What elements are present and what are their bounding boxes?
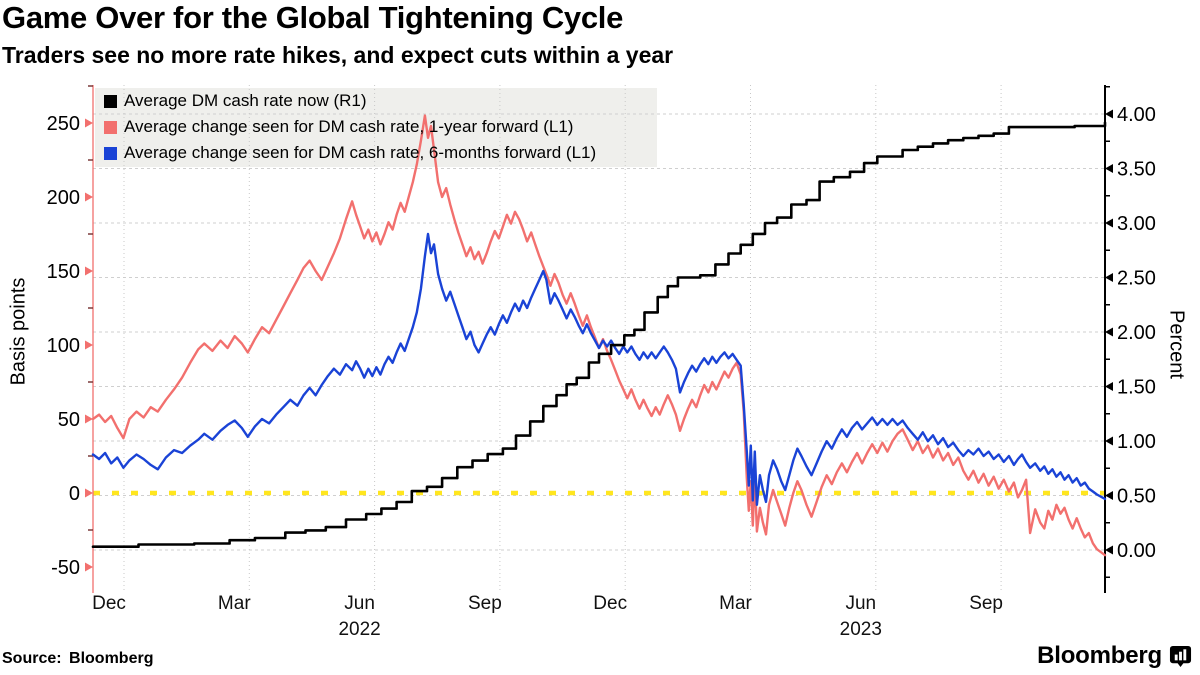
right-axis-title: Percent <box>1165 310 1188 379</box>
x-axis-tick-label: Mar <box>719 593 752 614</box>
right-axis-tick-label: 2.00 <box>1117 322 1156 344</box>
right-axis-arrow-tick <box>1105 218 1113 228</box>
left-axis-arrow-tick <box>85 340 93 350</box>
right-axis-arrow-tick <box>1105 273 1113 282</box>
series-line-1 <box>91 114 1107 557</box>
right-axis-arrow-tick <box>1105 491 1113 500</box>
x-axis-tick-label: Sep <box>969 593 1003 614</box>
x-axis-tick-label: Dec <box>92 593 126 614</box>
left-axis-tick-label: 50 <box>58 409 80 431</box>
left-axis-tick-label: 0 <box>69 483 80 505</box>
x-axis-year-label: 2023 <box>840 619 882 640</box>
left-axis-arrow-tick <box>85 192 93 202</box>
legend-swatch-black <box>104 94 117 108</box>
right-axis-arrow-tick <box>1105 436 1113 446</box>
legend-label: Average DM cash rate now (R1) <box>124 91 367 110</box>
left-axis-tick-label: 250 <box>47 113 80 135</box>
x-axis-tick-label: Dec <box>593 593 627 614</box>
chart-legend: Average DM cash rate now (R1) Average ch… <box>95 88 657 167</box>
x-axis-tick-label: Jun <box>344 593 375 614</box>
left-axis-tick-label: -50 <box>51 557 80 579</box>
legend-swatch-red <box>104 120 117 134</box>
legend-label: Average change seen for DM cash rate, 6-… <box>124 143 597 162</box>
source-note: Source: Bloomberg <box>2 650 154 667</box>
legend-item-6-months-forward: Average change seen for DM cash rate, 6-… <box>95 140 657 166</box>
x-axis-tick-label: Jun <box>845 593 876 614</box>
left-axis-arrow-tick <box>85 118 93 128</box>
legend-item-1-year-forward: Average change seen for DM cash rate, 1-… <box>95 114 657 140</box>
x-axis-year-label: 2022 <box>338 619 380 640</box>
right-axis-arrow-tick <box>1105 164 1113 173</box>
left-axis-tick-label: 100 <box>47 335 80 357</box>
series-line-2 <box>91 232 1107 506</box>
chart-title: Game Over for the Global Tightening Cycl… <box>2 0 624 35</box>
left-axis-tick-label: 200 <box>47 187 80 209</box>
legend-swatch-blue <box>104 146 117 160</box>
right-axis-tick-label: 0.00 <box>1117 540 1156 562</box>
left-axis-tick-label: 150 <box>47 261 80 283</box>
series-line-0 <box>91 121 1107 548</box>
right-axis-tick-label: 3.00 <box>1117 213 1156 235</box>
left-axis-arrow-tick <box>85 266 93 276</box>
bloomberg-logo: Bloomberg <box>1037 642 1192 670</box>
right-axis-tick-label: 3.50 <box>1117 159 1156 181</box>
right-axis-tick-label: 4.00 <box>1117 104 1156 126</box>
bloomberg-wordmark: Bloomberg <box>1037 642 1162 669</box>
bloomberg-logo-icon <box>1169 645 1192 667</box>
right-axis-tick-label: 0.50 <box>1117 486 1156 508</box>
right-axis-arrow-tick <box>1105 109 1113 119</box>
legend-item-cash-rate-now: Average DM cash rate now (R1) <box>95 88 657 114</box>
left-axis-arrow-tick <box>85 562 93 572</box>
left-axis-title: Basis points <box>7 277 30 386</box>
legend-label: Average change seen for DM cash rate, 1-… <box>124 117 574 136</box>
right-axis-arrow-tick <box>1105 382 1113 391</box>
right-axis-tick-label: 2.50 <box>1117 268 1156 290</box>
left-axis-arrow-tick <box>85 414 93 424</box>
right-axis-arrow-tick <box>1105 545 1113 555</box>
x-axis-tick-label: Mar <box>218 593 251 614</box>
chart-subtitle: Traders see no more rate hikes, and expe… <box>2 42 674 68</box>
right-axis-tick-label: 1.50 <box>1117 377 1156 399</box>
x-axis-tick-label: Sep <box>468 593 502 614</box>
right-axis-arrow-tick <box>1105 327 1113 337</box>
right-axis-tick-label: 1.00 <box>1117 431 1156 453</box>
left-axis-arrow-tick <box>85 488 93 498</box>
